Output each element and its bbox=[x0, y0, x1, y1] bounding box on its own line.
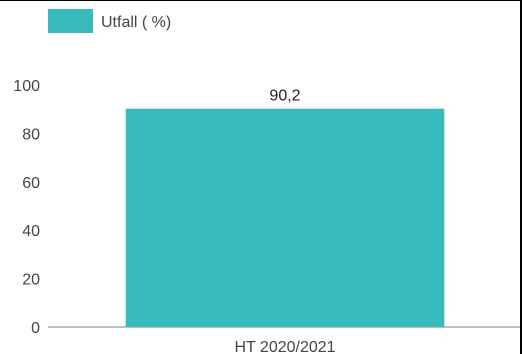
y-axis-tick-labels: 0 20 40 60 80 100 bbox=[13, 78, 40, 337]
legend: Utfall ( %) bbox=[48, 9, 171, 33]
y-tick-label: 20 bbox=[22, 272, 40, 289]
y-tick-label: 80 bbox=[22, 126, 40, 143]
legend-label: Utfall ( %) bbox=[101, 14, 171, 31]
bars-group: 90,2 bbox=[125, 88, 445, 327]
y-tick-label: 60 bbox=[22, 175, 40, 192]
frame-right-edge bbox=[520, 0, 522, 354]
bar bbox=[125, 108, 445, 327]
bar-data-label: 90,2 bbox=[269, 88, 300, 105]
frame-top-edge bbox=[0, 0, 522, 1]
y-tick-label: 0 bbox=[31, 320, 40, 337]
x-tick-label: HT 2020/2021 bbox=[234, 339, 335, 354]
y-tick-label: 100 bbox=[13, 78, 40, 95]
legend-swatch bbox=[48, 9, 93, 33]
x-axis-tick-labels: HT 2020/2021 bbox=[234, 339, 335, 354]
y-tick-label: 40 bbox=[22, 223, 40, 240]
